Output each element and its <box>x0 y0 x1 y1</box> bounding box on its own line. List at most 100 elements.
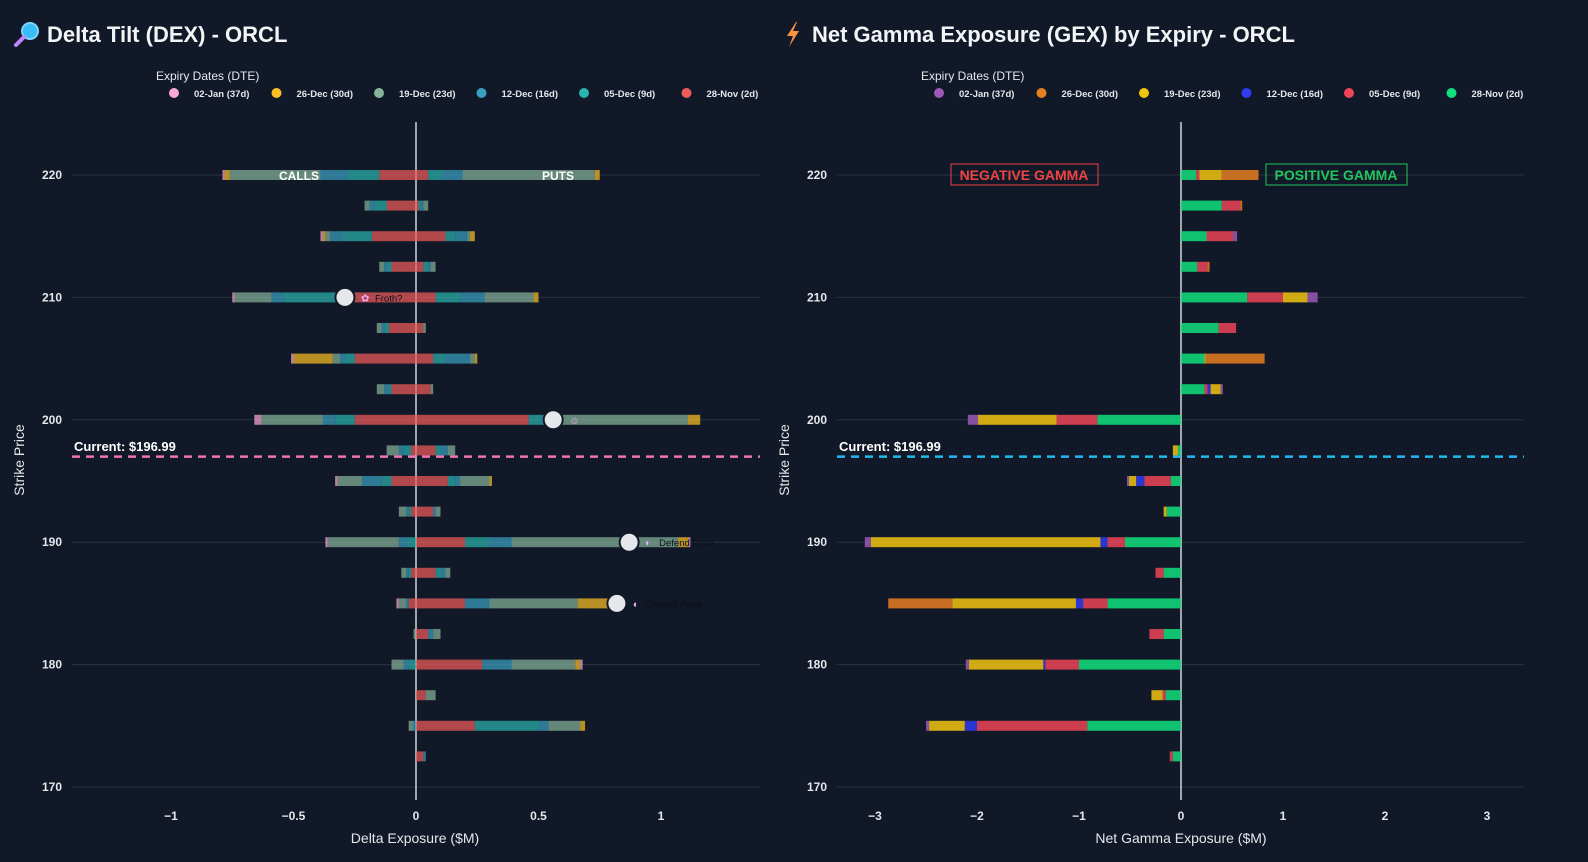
dex-bar-segment[interactable] <box>511 659 576 670</box>
gex-bar-segment[interactable] <box>929 720 965 731</box>
gex-bar-segment[interactable] <box>1097 414 1181 425</box>
dex-bar-segment[interactable] <box>482 659 512 670</box>
dex-bar-segment[interactable] <box>489 598 578 609</box>
dex-bar-segment[interactable] <box>465 598 490 609</box>
gex-bar-segment[interactable] <box>1151 690 1163 701</box>
dex-bar-segment[interactable] <box>413 629 416 639</box>
dex-bar-segment[interactable] <box>416 537 465 548</box>
gex-bar-segment[interactable] <box>1233 231 1238 242</box>
dex-bar-segment[interactable] <box>416 414 529 425</box>
dex-bar-segment[interactable] <box>433 506 436 517</box>
dex-bar-segment[interactable] <box>445 567 451 578</box>
dex-bar-segment[interactable] <box>462 170 595 180</box>
dex-bar-segment[interactable] <box>423 323 426 333</box>
gex-bar-segment[interactable] <box>1170 476 1181 486</box>
dex-bar-segment[interactable] <box>389 384 392 395</box>
dex-bar-segment[interactable] <box>291 353 294 364</box>
dex-bar-segment[interactable] <box>416 200 419 211</box>
dex-bar-segment[interactable] <box>403 659 409 670</box>
dex-bar-segment[interactable] <box>391 659 404 670</box>
dex-bar-segment[interactable] <box>465 537 490 548</box>
dex-bar-segment[interactable] <box>423 200 429 211</box>
dex-bar-segment[interactable] <box>440 567 446 578</box>
dex-bar-segment[interactable] <box>416 567 436 578</box>
dex-bar-segment[interactable] <box>325 231 331 242</box>
dex-bar-segment[interactable] <box>416 506 434 517</box>
dex-bar-segment[interactable] <box>489 537 512 548</box>
dex-bar-segment[interactable] <box>391 384 417 395</box>
gex-bar-segment[interactable] <box>1199 170 1222 180</box>
legend-item[interactable]: 12-Dec (16d) <box>1241 88 1324 100</box>
dex-bar-segment[interactable] <box>411 567 416 578</box>
gex-bar-segment[interactable] <box>1247 292 1283 303</box>
legend-item[interactable]: 12-Dec (16d) <box>476 88 559 100</box>
dex-bar-segment[interactable] <box>254 414 262 425</box>
dex-bar-segment[interactable] <box>594 170 600 180</box>
dex-bar-segment[interactable] <box>398 537 407 548</box>
dex-bar-segment[interactable] <box>416 659 483 670</box>
gex-bar-segment[interactable] <box>1107 598 1181 609</box>
dex-bar-segment[interactable] <box>384 261 387 272</box>
gex-bar-segment[interactable] <box>1181 353 1205 364</box>
dex-bar-segment[interactable] <box>408 659 416 670</box>
gex-bar-segment[interactable] <box>1240 200 1243 211</box>
dex-bar-segment[interactable] <box>435 567 441 578</box>
dex-bar-segment[interactable] <box>420 200 424 211</box>
dex-bar-segment[interactable] <box>408 567 412 578</box>
dex-bar-segment[interactable] <box>364 200 370 211</box>
gex-bar-segment[interactable] <box>978 414 1057 425</box>
dex-bar-segment[interactable] <box>398 506 407 517</box>
gex-bar-segment[interactable] <box>964 720 977 731</box>
dex-bar-segment[interactable] <box>411 445 416 456</box>
dex-bar-segment[interactable] <box>416 323 424 333</box>
legend-item[interactable]: 26-Dec (30d) <box>1036 88 1119 100</box>
dex-bar-segment[interactable] <box>406 567 409 578</box>
legend-item[interactable]: 28-Nov (2d) <box>1446 88 1524 100</box>
dex-bar-segment[interactable] <box>433 629 441 639</box>
annotation-marker[interactable] <box>334 286 356 308</box>
gex-bar-segment[interactable] <box>1181 170 1197 180</box>
gex-bar-segment[interactable] <box>1136 476 1145 486</box>
dex-bar-segment[interactable] <box>416 598 465 609</box>
dex-bar-segment[interactable] <box>687 414 701 425</box>
dex-bar-segment[interactable] <box>428 170 443 180</box>
gex-bar-segment[interactable] <box>1221 200 1241 211</box>
dex-bar-segment[interactable] <box>396 598 399 609</box>
dex-bar-segment[interactable] <box>322 231 326 242</box>
dex-bar-segment[interactable] <box>435 506 441 517</box>
gex-bar-segment[interactable] <box>967 414 979 425</box>
dex-bar-segment[interactable] <box>234 292 272 303</box>
dex-bar-segment[interactable] <box>455 476 461 486</box>
legend-item[interactable]: 28-Nov (2d) <box>681 88 759 100</box>
dex-bar-segment[interactable] <box>678 537 688 548</box>
dex-bar-segment[interactable] <box>423 261 429 272</box>
dex-bar-segment[interactable] <box>344 353 355 364</box>
dex-bar-segment[interactable] <box>580 720 586 731</box>
dex-bar-segment[interactable] <box>401 567 407 578</box>
left-legend[interactable]: 02-Jan (37d) 26-Dec (30d) 19-Dec (23d) 12-D… <box>169 88 758 100</box>
dex-bar-segment[interactable] <box>384 384 390 395</box>
gex-bar-segment[interactable] <box>1204 384 1208 395</box>
dex-bar-segment[interactable] <box>271 292 284 303</box>
gex-bar-segment[interactable] <box>977 720 1088 731</box>
dex-bar-segment[interactable] <box>580 659 583 670</box>
gex-bar-segment[interactable] <box>1283 292 1308 303</box>
dex-bar-segment[interactable] <box>553 414 688 425</box>
dex-bar-segment[interactable] <box>354 414 416 425</box>
gex-bar-segment[interactable] <box>1181 323 1219 333</box>
dex-bar-segment[interactable] <box>528 414 541 425</box>
dex-bar-segment[interactable] <box>577 598 620 609</box>
gex-bar-segment[interactable] <box>1172 445 1178 456</box>
gex-bar-segment[interactable] <box>1307 292 1318 303</box>
gex-bar-segment[interactable] <box>1163 506 1167 517</box>
gex-bar-segment[interactable] <box>968 659 1044 670</box>
gex-bar-segment[interactable] <box>1196 170 1200 180</box>
gex-bar-segment[interactable] <box>1043 659 1046 670</box>
gex-bar-segment[interactable] <box>1197 261 1208 272</box>
gex-bar-segment[interactable] <box>1163 567 1181 578</box>
dex-bar-segment[interactable] <box>442 170 463 180</box>
gex-bar-segment[interactable] <box>926 720 930 731</box>
dex-bar-segment[interactable] <box>222 170 225 180</box>
dex-bar-segment[interactable] <box>416 231 446 242</box>
dex-bar-segment[interactable] <box>408 598 416 609</box>
